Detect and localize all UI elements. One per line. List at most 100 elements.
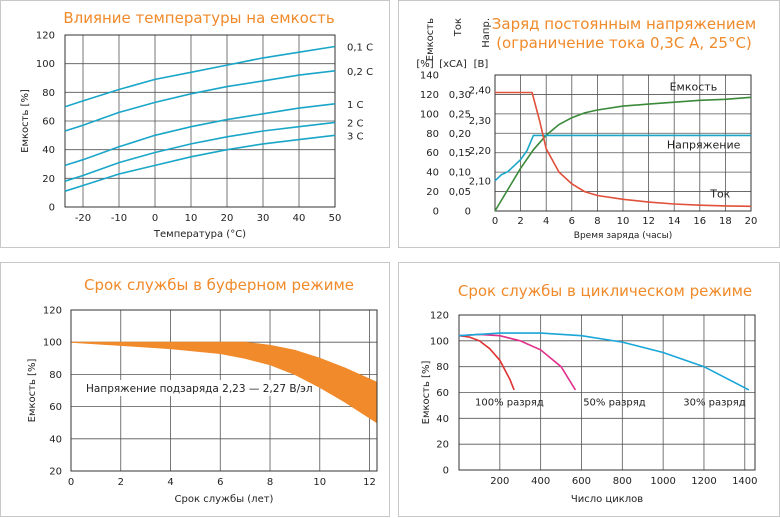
- x-tick-label: 400: [531, 476, 550, 487]
- axis-2-tick-label: 0,10: [449, 168, 471, 179]
- axis-1-tick-label: 60: [426, 148, 439, 159]
- axis-1-unit: [%]: [416, 59, 433, 70]
- axis-2-unit: [xCA]: [439, 59, 467, 70]
- series-label: 3 C: [347, 131, 364, 142]
- y-tick-label: 100: [43, 338, 62, 349]
- x-tick-label: 200: [490, 476, 509, 487]
- y-tick-label: 100: [36, 59, 55, 70]
- x-tick-label: 800: [613, 476, 632, 487]
- series-line: [458, 334, 515, 391]
- x-tick-label: -10: [111, 213, 127, 224]
- y-tick-label: 80: [436, 362, 449, 373]
- y-axis-label: Емкость [%]: [27, 359, 38, 423]
- y-tick-label: 40: [42, 145, 55, 156]
- plot-frame: [458, 314, 756, 471]
- axis-1-tick-label: 120: [420, 90, 439, 101]
- x-tick-label: 12: [642, 216, 655, 227]
- x-tick-label: 10: [313, 477, 326, 488]
- series-label: 100% разряд: [475, 398, 544, 409]
- y-tick-label: 80: [42, 88, 55, 99]
- x-tick-label: 8: [594, 216, 600, 227]
- axis-2-tick-label: 0,25: [449, 109, 471, 120]
- y-axis-label: Емкость [%]: [20, 89, 31, 153]
- x-tick-label: 16: [693, 216, 706, 227]
- x-tick-label: 0: [68, 477, 74, 488]
- x-tick-label: 0: [492, 216, 498, 227]
- series-label: 2 C: [347, 118, 364, 129]
- x-tick-label: 6: [217, 477, 223, 488]
- axis-3-tick-label: 2,30: [469, 116, 491, 127]
- axis-2-tick-label: 0,30: [449, 90, 471, 101]
- chart-float-service-life: Срок службы в буферном режиме 0 2 4 6 8 10 12 20…: [0, 262, 390, 517]
- axis-1-tick-label: 100: [420, 109, 439, 120]
- axis-2-name: Ток: [453, 18, 464, 37]
- series-label-current: Ток: [709, 187, 730, 200]
- plot-frame: [64, 34, 336, 208]
- chart-temperature-capacity-svg: Влияние температуры на емкость -20 -10 0 10 2…: [20, 9, 373, 240]
- series-line: [64, 121, 336, 182]
- annotation-background: [83, 380, 305, 396]
- series-line-capacity: [494, 96, 752, 212]
- series-line-current: [495, 91, 752, 208]
- axis-1-tick-label: 40: [426, 168, 439, 179]
- series-label-capacity: Емкость: [670, 80, 718, 93]
- series-line: [64, 134, 336, 192]
- x-tick-label: 40: [293, 213, 306, 224]
- chart-temperature-capacity: Влияние температуры на емкость -20 -10 0 10 2…: [0, 0, 390, 248]
- chart-title: Заряд постоянным напряжением: [492, 15, 756, 33]
- series-label: 30% разряд: [683, 398, 746, 409]
- x-tick-label: 14: [668, 216, 681, 227]
- y-tick-label: 20: [42, 174, 55, 185]
- y-tick-label: 40: [49, 434, 62, 445]
- series-label-voltage: Напряжение: [667, 138, 741, 151]
- axis-3-tick-label: 2,10: [469, 176, 491, 187]
- y-tick-label: 20: [436, 440, 449, 451]
- y-axis-label: Емкость [%]: [421, 361, 432, 425]
- series-line-voltage: [494, 134, 751, 182]
- chart-title: Срок службы в циклическом режиме: [458, 282, 752, 300]
- axis-1-tick-label: 20: [426, 187, 439, 198]
- x-tick-label: 4: [167, 477, 173, 488]
- x-tick-label: 0: [152, 213, 158, 224]
- chart-constant-voltage-charge: Заряд постоянным напряжением (ограничение…: [398, 0, 780, 248]
- series-label: 50% разряд: [583, 398, 646, 409]
- y-tick-label: 100: [430, 336, 449, 347]
- x-tick-label: 8: [267, 477, 273, 488]
- annotation-text: Напряжение подзаряда 2,23 — 2,27 В/эл: [86, 383, 313, 395]
- axis-2-tick-label: 0: [465, 207, 471, 218]
- y-tick-label: 40: [436, 414, 449, 425]
- x-tick-label: 6: [569, 216, 575, 227]
- series-label: 0,2 C: [347, 67, 373, 78]
- axis-3-unit: [В]: [474, 59, 489, 70]
- axis-1-tick-label: 140: [420, 71, 439, 82]
- x-tick-label: 30: [257, 213, 270, 224]
- series-label: 0,1 C: [347, 42, 373, 53]
- x-tick-label: 1000: [650, 476, 675, 487]
- axis-3-tick-label: 2,40: [469, 86, 491, 97]
- plot-frame: [494, 74, 752, 212]
- y-tick-label: 60: [42, 117, 55, 128]
- axis-1-tick-label: 80: [426, 129, 439, 140]
- y-tick-label: 120: [43, 306, 62, 317]
- x-tick-label: 18: [719, 216, 732, 227]
- axis-1-tick-label: 0: [433, 207, 439, 218]
- axis-2-tick-label: 0,20: [449, 129, 471, 140]
- axis-2-tick-label: 0,05: [449, 187, 471, 198]
- series-line: [458, 332, 750, 391]
- x-tick-label: 4: [543, 216, 549, 227]
- y-tick-label: 60: [49, 402, 62, 413]
- chart-cyclic-service-life-svg: Срок службы в циклическом режиме 200 400 60…: [421, 282, 758, 505]
- y-tick-label: 120: [36, 31, 55, 42]
- x-tick-label: 10: [617, 216, 630, 227]
- y-tick-label: 120: [430, 311, 449, 322]
- series-line: [458, 333, 577, 391]
- x-tick-label: -20: [75, 213, 91, 224]
- x-tick-label: 1400: [732, 476, 757, 487]
- x-tick-label: 2: [118, 477, 124, 488]
- chart-title: Влияние температуры на емкость: [63, 9, 334, 27]
- chart-subtitle: (ограничение тока 0,3С А, 25°С): [496, 34, 752, 52]
- y-tick-label: 60: [436, 388, 449, 399]
- series-label: 1 C: [347, 100, 364, 111]
- series-line: [64, 103, 336, 167]
- axis-1-name: Емкость: [425, 18, 436, 61]
